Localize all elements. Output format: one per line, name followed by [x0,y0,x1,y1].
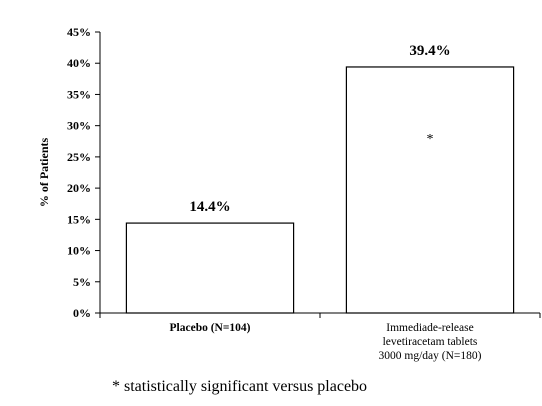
y-axis-title: % of Patients [37,138,51,208]
data-label: 14.4% [189,199,230,215]
x-category-label: Immediade-release [386,322,473,334]
x-category-label: Placebo (N=104) [170,322,251,334]
y-tick-label: 25% [67,150,91,164]
y-tick-label: 45% [67,25,91,39]
bar [345,66,515,314]
y-tick-label: 35% [67,87,91,101]
data-label: 39.4% [409,43,450,59]
y-tick-label: 5% [73,275,91,289]
bar [125,222,295,314]
y-tick-label: 30% [67,119,91,133]
significance-marker: * [427,132,434,147]
y-tick-label: 20% [67,181,91,195]
y-tick-label: 10% [67,244,91,258]
footnote: * statistically significant versus place… [112,378,368,395]
x-category-label: 3000 mg/day (N=180) [379,350,482,362]
x-category-label: levetiracetam tablets [383,336,478,348]
y-tick-label: 40% [67,56,91,70]
y-tick-label: 0% [73,306,91,320]
y-tick-label: 15% [67,212,91,226]
